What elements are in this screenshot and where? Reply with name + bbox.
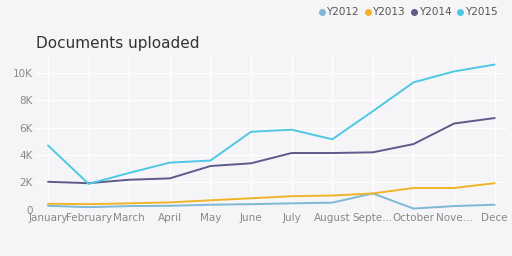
Y2015 <box>451 70 457 73</box>
Y2014 <box>207 165 214 168</box>
Line: Y2012: Y2012 <box>48 194 495 209</box>
Y2014 <box>167 177 173 180</box>
Y2015 <box>370 110 376 113</box>
Y2013 <box>289 195 295 198</box>
Y2012 <box>167 204 173 207</box>
Y2012 <box>370 192 376 195</box>
Y2014 <box>86 182 92 185</box>
Y2013 <box>126 202 132 205</box>
Y2013 <box>248 197 254 200</box>
Y2013 <box>370 192 376 195</box>
Y2014 <box>451 122 457 125</box>
Y2012 <box>289 202 295 205</box>
Y2013 <box>492 182 498 185</box>
Y2015 <box>45 144 51 147</box>
Y2014 <box>248 162 254 165</box>
Y2015 <box>289 128 295 131</box>
Y2015 <box>207 159 214 162</box>
Line: Y2013: Y2013 <box>48 183 495 204</box>
Y2013 <box>86 203 92 206</box>
Y2012 <box>411 207 417 210</box>
Y2012 <box>248 203 254 206</box>
Y2013 <box>207 199 214 202</box>
Y2014 <box>370 151 376 154</box>
Y2012 <box>207 203 214 206</box>
Y2015 <box>126 171 132 174</box>
Y2012 <box>86 206 92 209</box>
Line: Y2015: Y2015 <box>48 65 495 184</box>
Y2013 <box>329 194 335 197</box>
Legend: Y2012, Y2013, Y2014, Y2015: Y2012, Y2013, Y2014, Y2015 <box>316 3 502 22</box>
Y2015 <box>86 182 92 185</box>
Y2013 <box>45 202 51 205</box>
Y2014 <box>289 152 295 155</box>
Y2013 <box>411 186 417 189</box>
Y2013 <box>451 186 457 189</box>
Y2012 <box>451 205 457 208</box>
Y2015 <box>411 81 417 84</box>
Text: Documents uploaded: Documents uploaded <box>36 36 199 51</box>
Line: Y2014: Y2014 <box>48 118 495 183</box>
Y2014 <box>329 152 335 155</box>
Y2014 <box>492 116 498 120</box>
Y2012 <box>126 205 132 208</box>
Y2012 <box>492 203 498 206</box>
Y2014 <box>45 180 51 183</box>
Y2015 <box>167 161 173 164</box>
Y2012 <box>45 204 51 207</box>
Y2014 <box>411 143 417 146</box>
Y2015 <box>329 138 335 141</box>
Y2015 <box>248 130 254 133</box>
Y2014 <box>126 178 132 181</box>
Y2012 <box>329 201 335 204</box>
Y2013 <box>167 201 173 204</box>
Y2015 <box>492 63 498 66</box>
